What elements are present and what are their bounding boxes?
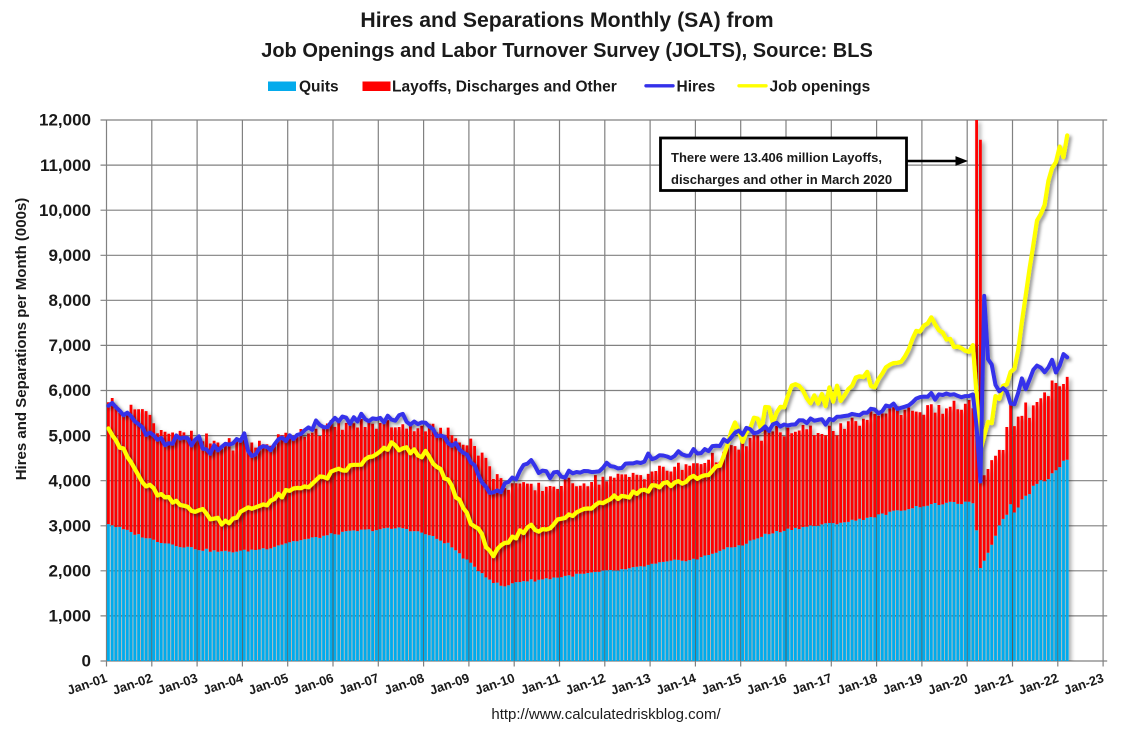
svg-text:9,000: 9,000 (48, 246, 91, 265)
svg-text:6,000: 6,000 (48, 381, 91, 400)
svg-text:Jan-19: Jan-19 (881, 670, 925, 698)
svg-text:Jan-16: Jan-16 (745, 670, 789, 698)
svg-text:Layoffs, Discharges and Other: Layoffs, Discharges and Other (392, 79, 617, 96)
svg-text:Jan-03: Jan-03 (156, 670, 200, 698)
svg-text:Jan-05: Jan-05 (246, 670, 290, 698)
svg-text:Jan-11: Jan-11 (519, 670, 562, 697)
svg-text:Jan-21: Jan-21 (971, 670, 1015, 698)
svg-text:1,000: 1,000 (48, 607, 91, 626)
svg-text:7,000: 7,000 (48, 336, 91, 355)
svg-text:Jan-08: Jan-08 (382, 670, 426, 698)
svg-text:8,000: 8,000 (48, 291, 91, 310)
svg-text:Jan-12: Jan-12 (563, 670, 607, 698)
svg-text:Hires: Hires (677, 79, 716, 96)
svg-text:0: 0 (82, 652, 91, 671)
svg-text:10,000: 10,000 (39, 201, 91, 220)
svg-text:discharges and other in March: discharges and other in March 2020 (671, 172, 892, 187)
svg-text:Jan-18: Jan-18 (835, 670, 879, 698)
svg-text:Jan-15: Jan-15 (699, 670, 743, 698)
svg-text:Quits: Quits (299, 79, 339, 96)
svg-text:There were 13.406 million Layo: There were 13.406 million Layoffs, (671, 150, 882, 165)
svg-text:Jan-06: Jan-06 (292, 670, 336, 698)
svg-text:3,000: 3,000 (48, 517, 91, 536)
svg-text:Jan-02: Jan-02 (110, 670, 154, 698)
svg-text:2,000: 2,000 (48, 562, 91, 581)
svg-text:http://www.calculatedriskblog.: http://www.calculatedriskblog.com/ (491, 706, 721, 723)
svg-text:Jan-04: Jan-04 (201, 670, 246, 698)
svg-text:Hires and Separations Monthly: Hires and Separations Monthly (SA) from (360, 9, 773, 32)
svg-text:Hires and Separations per Mont: Hires and Separations per Month (000s) (13, 198, 30, 481)
svg-text:11,000: 11,000 (40, 156, 91, 175)
svg-text:Jan-10: Jan-10 (473, 670, 517, 698)
svg-text:Jan-09: Jan-09 (428, 670, 472, 698)
svg-text:Jan-07: Jan-07 (337, 670, 381, 698)
svg-text:Jan-22: Jan-22 (1016, 670, 1060, 698)
svg-text:Jan-17: Jan-17 (790, 670, 834, 698)
svg-text:Jan-13: Jan-13 (609, 670, 653, 698)
svg-text:Jan-14: Jan-14 (654, 670, 699, 698)
svg-text:5,000: 5,000 (48, 426, 91, 445)
svg-text:Jan-01: Jan-01 (65, 670, 109, 698)
svg-text:12,000: 12,000 (39, 111, 91, 130)
svg-text:Job Openings and Labor Turnove: Job Openings and Labor Turnover Survey (… (261, 40, 873, 62)
svg-text:Job openings: Job openings (770, 79, 871, 96)
svg-text:4,000: 4,000 (48, 471, 91, 490)
svg-text:Jan-23: Jan-23 (1062, 670, 1106, 698)
svg-text:Jan-20: Jan-20 (926, 670, 970, 698)
